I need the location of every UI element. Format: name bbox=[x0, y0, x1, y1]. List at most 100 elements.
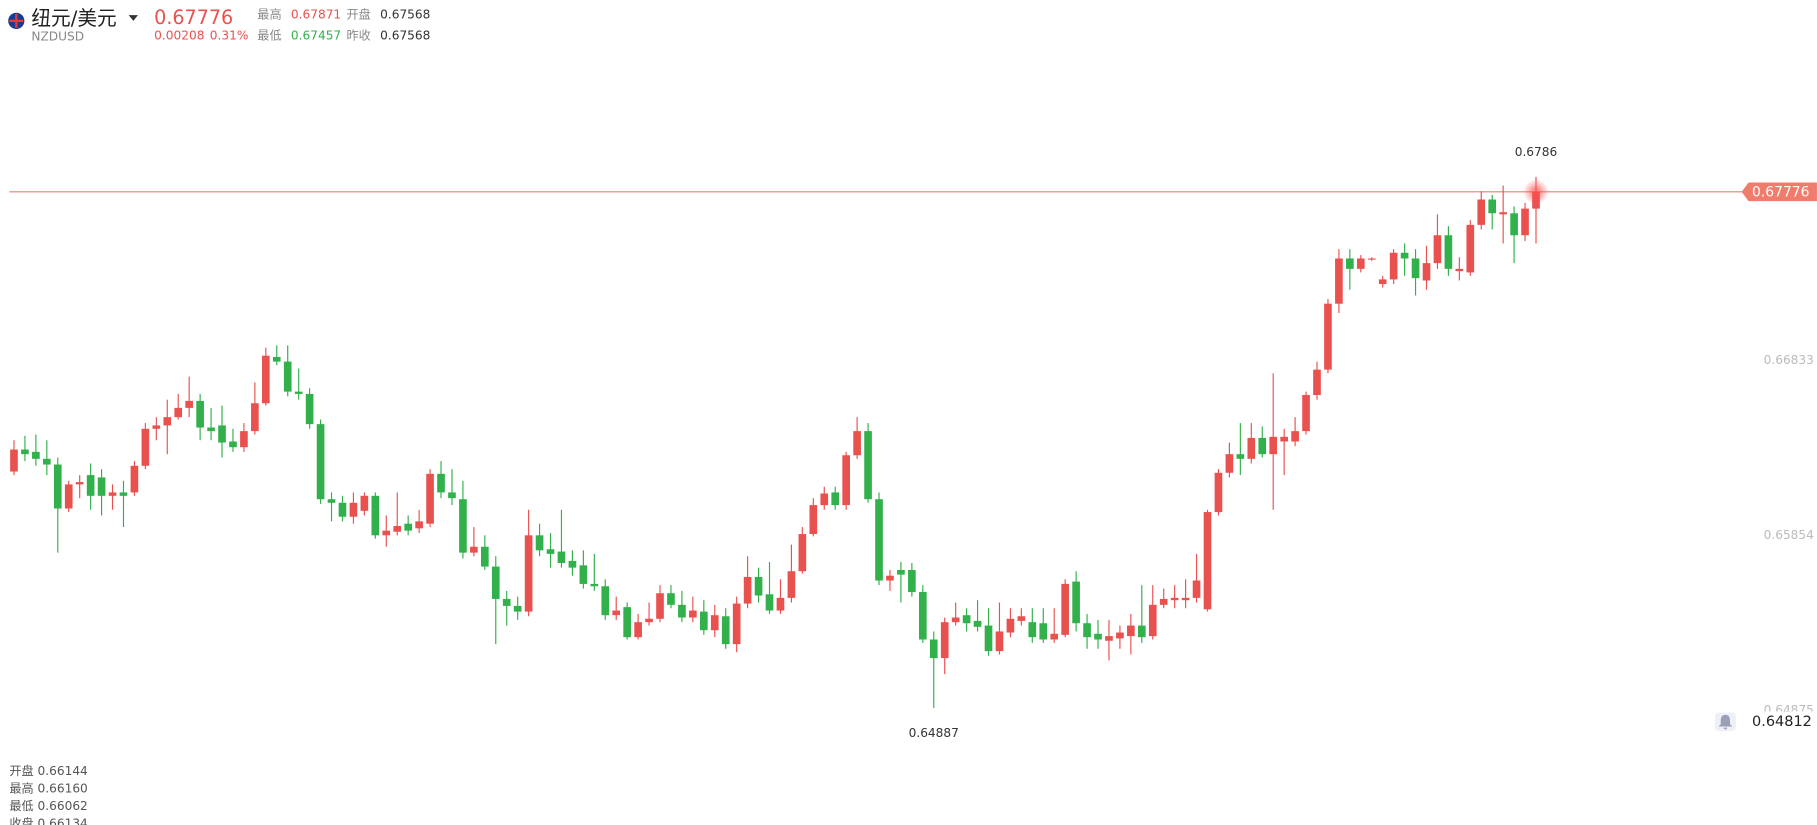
candle-body bbox=[305, 393, 314, 425]
candle-body bbox=[1017, 616, 1026, 621]
candle-body bbox=[283, 361, 292, 392]
min-price-label: 0.64887 bbox=[909, 726, 959, 740]
candle-body bbox=[842, 455, 850, 506]
candle-body bbox=[174, 407, 183, 418]
symbol-header[interactable]: 纽元/美元 NZDUSD bbox=[8, 7, 138, 44]
open-value: 0.67568 bbox=[380, 8, 430, 22]
candle-body bbox=[798, 534, 807, 572]
candle-body bbox=[163, 417, 172, 426]
flag-cross bbox=[9, 13, 24, 28]
candle-body bbox=[1324, 303, 1332, 370]
candle-body bbox=[1521, 208, 1529, 236]
candle-body bbox=[480, 546, 489, 567]
candle-body bbox=[1039, 623, 1048, 640]
candle-body bbox=[1083, 623, 1091, 638]
candle-body bbox=[229, 441, 237, 448]
candle-body bbox=[853, 431, 861, 456]
crosshair-info: 收盘 0.66134 bbox=[9, 815, 88, 825]
current-price-tag-label: 0.67776 bbox=[1752, 184, 1809, 200]
candle-body bbox=[1137, 625, 1146, 638]
candle-body bbox=[1291, 431, 1299, 442]
candle-body bbox=[141, 428, 150, 466]
candle-body bbox=[64, 484, 73, 509]
low-value: 0.67457 bbox=[291, 28, 341, 42]
candle-body bbox=[886, 575, 894, 581]
candle-body bbox=[1006, 618, 1015, 633]
symbol-code: NZDUSD bbox=[31, 30, 84, 44]
candle-body bbox=[185, 400, 193, 408]
candle-body bbox=[820, 493, 829, 506]
candle-body bbox=[1247, 437, 1256, 459]
candle-body bbox=[1181, 597, 1190, 601]
open-label: 开盘 bbox=[347, 7, 371, 22]
current-price-tag bbox=[1741, 182, 1817, 202]
candle-body bbox=[590, 583, 599, 587]
candle-body bbox=[1455, 268, 1464, 272]
candle-body bbox=[1335, 258, 1343, 304]
candle-body bbox=[546, 549, 555, 554]
candle-body bbox=[962, 615, 971, 624]
candle-body bbox=[75, 482, 84, 485]
candle-body bbox=[809, 505, 818, 535]
crosshair-info: 最高 0.66160 bbox=[9, 781, 87, 796]
candle-body bbox=[1159, 598, 1168, 605]
candle-body bbox=[1148, 604, 1157, 637]
candle-body bbox=[1313, 369, 1321, 396]
candle-body bbox=[1061, 583, 1069, 635]
candle-body bbox=[1346, 258, 1354, 269]
candle-body bbox=[689, 610, 697, 618]
dropdown-caret bbox=[128, 15, 138, 21]
candle-body bbox=[787, 571, 796, 598]
candle-body bbox=[908, 569, 916, 592]
candle-body bbox=[743, 576, 752, 604]
candle-body bbox=[831, 492, 840, 506]
candle-body bbox=[1378, 279, 1387, 285]
candle-body bbox=[732, 603, 741, 645]
candle-body bbox=[1170, 597, 1179, 601]
candle-body bbox=[338, 502, 347, 517]
candle-body bbox=[656, 593, 664, 619]
candle-body bbox=[940, 622, 949, 659]
last-price: 0.67776 bbox=[154, 6, 233, 29]
candle-body bbox=[995, 631, 1004, 652]
candle-body bbox=[623, 607, 631, 638]
candle-body bbox=[207, 427, 215, 432]
high-label: 最高 bbox=[257, 7, 281, 22]
candle-body bbox=[1050, 633, 1059, 640]
candle-body bbox=[535, 535, 544, 551]
candle-body bbox=[875, 499, 883, 581]
price-change-pct: 0.31% bbox=[210, 28, 249, 42]
y-tick-label: 0.65854 bbox=[1764, 528, 1815, 542]
candle-body bbox=[1192, 580, 1201, 598]
candle-body bbox=[1116, 632, 1124, 639]
candle-body bbox=[415, 521, 423, 529]
candle-body bbox=[1127, 625, 1135, 637]
candle-body bbox=[448, 492, 456, 499]
candle-body bbox=[765, 594, 774, 611]
candle-body bbox=[951, 617, 960, 623]
candle-body bbox=[721, 616, 730, 645]
candle-body bbox=[1094, 633, 1102, 640]
y-tick-label: 0.66833 bbox=[1764, 353, 1814, 367]
candle-body bbox=[1477, 199, 1486, 225]
candle-body bbox=[426, 473, 434, 524]
alert-bell-icon bbox=[1718, 714, 1733, 730]
candle-body bbox=[240, 431, 248, 448]
candle-body bbox=[984, 625, 993, 652]
candle-body bbox=[1225, 454, 1234, 473]
candle-body bbox=[864, 431, 872, 500]
candle-body bbox=[897, 569, 905, 575]
candle-body bbox=[513, 605, 522, 612]
crosshair-info: 最低 0.66062 bbox=[9, 799, 87, 813]
candle-body bbox=[152, 425, 161, 429]
candle-body bbox=[32, 451, 40, 459]
candle-body bbox=[108, 492, 117, 496]
candle-body bbox=[119, 492, 128, 496]
candle-body bbox=[1105, 636, 1113, 641]
candle-body bbox=[327, 499, 336, 503]
candle-body bbox=[1510, 213, 1518, 236]
candle-body bbox=[97, 477, 106, 496]
price-change: 0.00208 bbox=[154, 28, 204, 42]
candle-body bbox=[502, 598, 511, 606]
